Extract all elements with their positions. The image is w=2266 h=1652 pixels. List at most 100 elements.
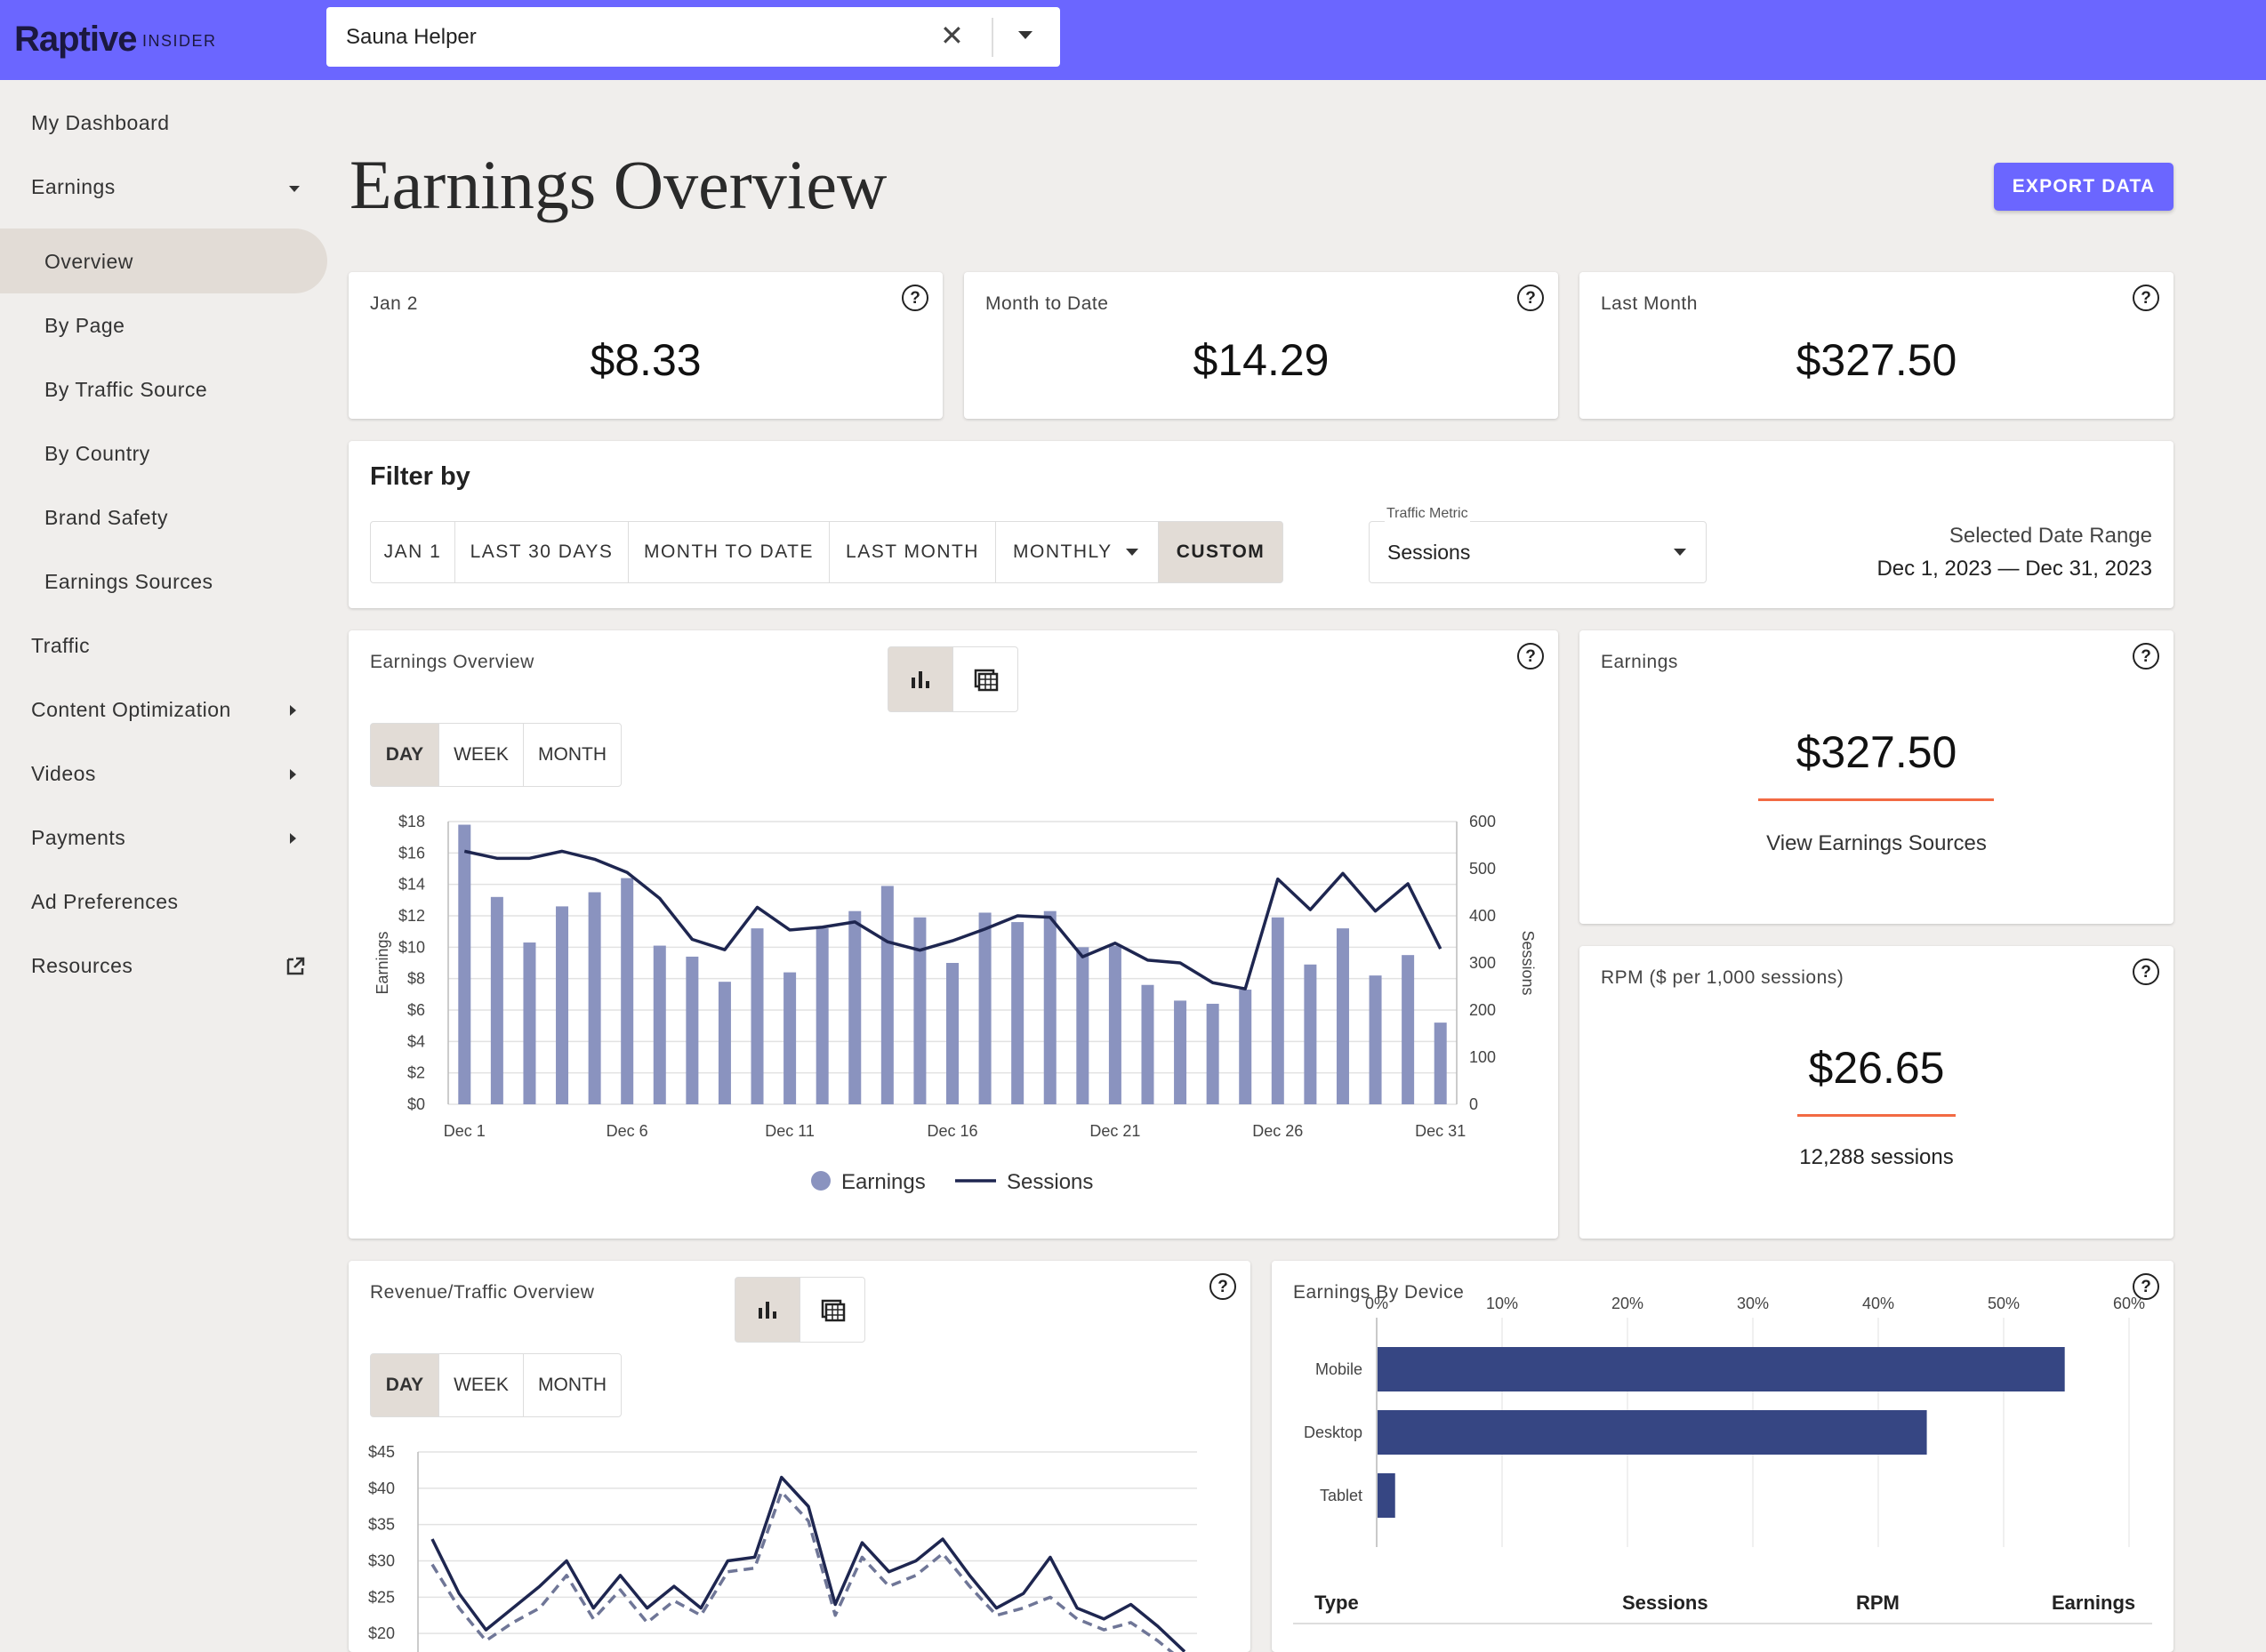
- close-icon[interactable]: ✕: [940, 20, 964, 52]
- earnings-bar: [1206, 1003, 1219, 1104]
- help-icon[interactable]: ?: [1517, 643, 1544, 670]
- export-data-button[interactable]: EXPORT DATA: [1994, 163, 2174, 211]
- summary-card-month-to-date: Month to Date ? $14.29: [964, 272, 1558, 419]
- table-view-button[interactable]: [800, 1277, 865, 1343]
- earnings-overview-card: Earnings Overview ? DAY WEEK MONTH $0 $2 $…: [349, 630, 1558, 1239]
- earnings-overview-chart: $0 $2 $4 $6 $8 $10 $12 $14 $16 $18 0 100 200 300 400 50…: [374, 813, 1537, 1194]
- rpm-label: RPM ($ per 1,000 sessions): [1601, 967, 1844, 988]
- table-header-type[interactable]: Type: [1314, 1592, 1359, 1614]
- filter-option-last-30-days[interactable]: LAST 30 DAYS: [454, 521, 629, 583]
- revenue-traffic-chart: $45$40$35$30$25$20$15: [368, 1443, 1197, 1652]
- sidebar-item-earnings[interactable]: Earnings: [31, 175, 116, 198]
- earnings-bar: [1239, 990, 1252, 1104]
- summary-card-jan2: Jan 2 ? $8.33: [349, 272, 943, 419]
- device-category-label: Tablet: [1320, 1487, 1362, 1504]
- summary-label: Last Month: [1601, 293, 1698, 314]
- sidebar-item-resources[interactable]: Resources: [31, 954, 133, 977]
- bar-chart-icon: [912, 671, 929, 688]
- caret-right-icon[interactable]: [290, 705, 296, 716]
- date-range-value: Dec 1, 2023 — Dec 31, 2023: [1876, 557, 2152, 581]
- sidebar-item-by-country[interactable]: By Country: [44, 442, 150, 465]
- period-month-button[interactable]: MONTH: [523, 1353, 622, 1417]
- help-icon[interactable]: ?: [1517, 285, 1544, 311]
- summary-label: Month to Date: [985, 293, 1109, 314]
- device-bar: [1378, 1473, 1395, 1518]
- help-icon[interactable]: ?: [2133, 1273, 2159, 1300]
- table-view-button[interactable]: [952, 646, 1018, 712]
- rpm-sessions: 12,288 sessions: [1799, 1145, 1954, 1169]
- view-earnings-sources-link[interactable]: View Earnings Sources: [1766, 831, 1987, 855]
- period-month-button[interactable]: MONTH: [523, 723, 622, 787]
- sidebar-item-traffic[interactable]: Traffic: [31, 634, 91, 657]
- x-tick-label: Dec 21: [1089, 1122, 1140, 1140]
- filter-option-jan1[interactable]: JAN 1: [370, 521, 455, 583]
- bar-chart-icon: [759, 1302, 776, 1319]
- filter-option-custom[interactable]: CUSTOM: [1158, 521, 1283, 583]
- x-tick-label: Dec 31: [1415, 1122, 1466, 1140]
- sidebar-item-content-optimization[interactable]: Content Optimization: [31, 698, 231, 721]
- filter-panel: Filter by JAN 1 LAST 30 DAYS MONTH TO DA…: [349, 441, 2174, 608]
- sidebar-item-brand-safety[interactable]: Brand Safety: [44, 506, 168, 529]
- sidebar-item-by-page[interactable]: By Page: [44, 314, 125, 337]
- sidebar-item-overview[interactable]: Overview: [44, 250, 133, 273]
- sidebar-active-highlight: [0, 229, 327, 293]
- caret-right-icon[interactable]: [290, 769, 296, 780]
- legend-earnings-swatch: [811, 1171, 831, 1191]
- earnings-bar: [653, 945, 666, 1104]
- sidebar-item-by-traffic-source[interactable]: By Traffic Source: [44, 378, 208, 401]
- page-title: Earnings Overview: [350, 146, 888, 223]
- filter-option-last-month[interactable]: LAST MONTH: [829, 521, 996, 583]
- y-tick-label: $45: [368, 1443, 395, 1461]
- help-icon[interactable]: ?: [2133, 958, 2159, 985]
- help-icon[interactable]: ?: [2133, 285, 2159, 311]
- y-tick-label: $6: [407, 1001, 425, 1019]
- y2-tick-label: 200: [1469, 1001, 1496, 1019]
- chart-view-button[interactable]: [888, 646, 953, 712]
- y-tick-label: $8: [407, 970, 425, 988]
- summary-value: $14.29: [1193, 335, 1330, 385]
- chevron-down-icon: [1126, 549, 1138, 556]
- logo-insider-label: INSIDER: [142, 32, 217, 50]
- caret-right-icon[interactable]: [290, 833, 296, 844]
- period-week-button[interactable]: WEEK: [438, 723, 524, 787]
- earnings-bar: [1043, 910, 1057, 1104]
- y-tick-label: $20: [368, 1624, 395, 1642]
- filter-title: Filter by: [370, 462, 470, 491]
- chevron-down-icon[interactable]: [1018, 31, 1033, 39]
- chart-view-button[interactable]: [735, 1277, 800, 1343]
- x-tick-label: Dec 11: [765, 1122, 815, 1140]
- earnings-by-device-title: Earnings By Device: [1293, 1282, 1465, 1303]
- filter-option-monthly[interactable]: MONTHLY: [995, 521, 1159, 583]
- table-header-sessions[interactable]: Sessions: [1622, 1592, 1708, 1614]
- table-header-earnings[interactable]: Earnings: [2052, 1592, 2136, 1614]
- y2-tick-label: 0: [1469, 1095, 1478, 1113]
- earnings-total-value: $327.50: [1796, 727, 1957, 777]
- earnings-bar: [783, 972, 797, 1104]
- help-icon[interactable]: ?: [2133, 643, 2159, 670]
- earnings-bar: [1271, 917, 1284, 1104]
- chevron-down-icon: [1674, 549, 1686, 556]
- revenue-line-dashed: [430, 1490, 1175, 1652]
- external-link-icon[interactable]: [285, 956, 306, 977]
- caret-down-icon[interactable]: [289, 186, 300, 192]
- earnings-bar: [1108, 945, 1121, 1104]
- help-icon[interactable]: ?: [1209, 1273, 1236, 1300]
- site-selector-divider: [992, 18, 993, 57]
- y2-tick-label: 100: [1469, 1048, 1496, 1066]
- y-tick-label: $40: [368, 1480, 395, 1497]
- table-header-rpm[interactable]: RPM: [1856, 1592, 1900, 1614]
- earnings-bar: [848, 910, 862, 1104]
- sidebar-item-ad-preferences[interactable]: Ad Preferences: [31, 890, 179, 913]
- earnings-by-device-chart: 0% 10% 20% 30% 40% 50% 60% Mobile Desktop Tablet: [1304, 1295, 2145, 1547]
- traffic-metric-select[interactable]: Sessions: [1369, 521, 1707, 583]
- help-icon[interactable]: ?: [902, 285, 928, 311]
- earnings-bar: [621, 878, 634, 1104]
- sidebar-item-my-dashboard[interactable]: My Dashboard: [31, 111, 170, 134]
- raptive-logo[interactable]: Raptive: [14, 20, 137, 59]
- sidebar-item-payments[interactable]: Payments: [31, 826, 126, 849]
- sidebar-item-earnings-sources[interactable]: Earnings Sources: [44, 570, 213, 593]
- filter-option-month-to-date[interactable]: MONTH TO DATE: [628, 521, 830, 583]
- sidebar-item-videos[interactable]: Videos: [31, 762, 96, 785]
- y2-tick-label: 300: [1469, 954, 1496, 972]
- site-selector[interactable]: Sauna Helper ✕: [326, 7, 1060, 67]
